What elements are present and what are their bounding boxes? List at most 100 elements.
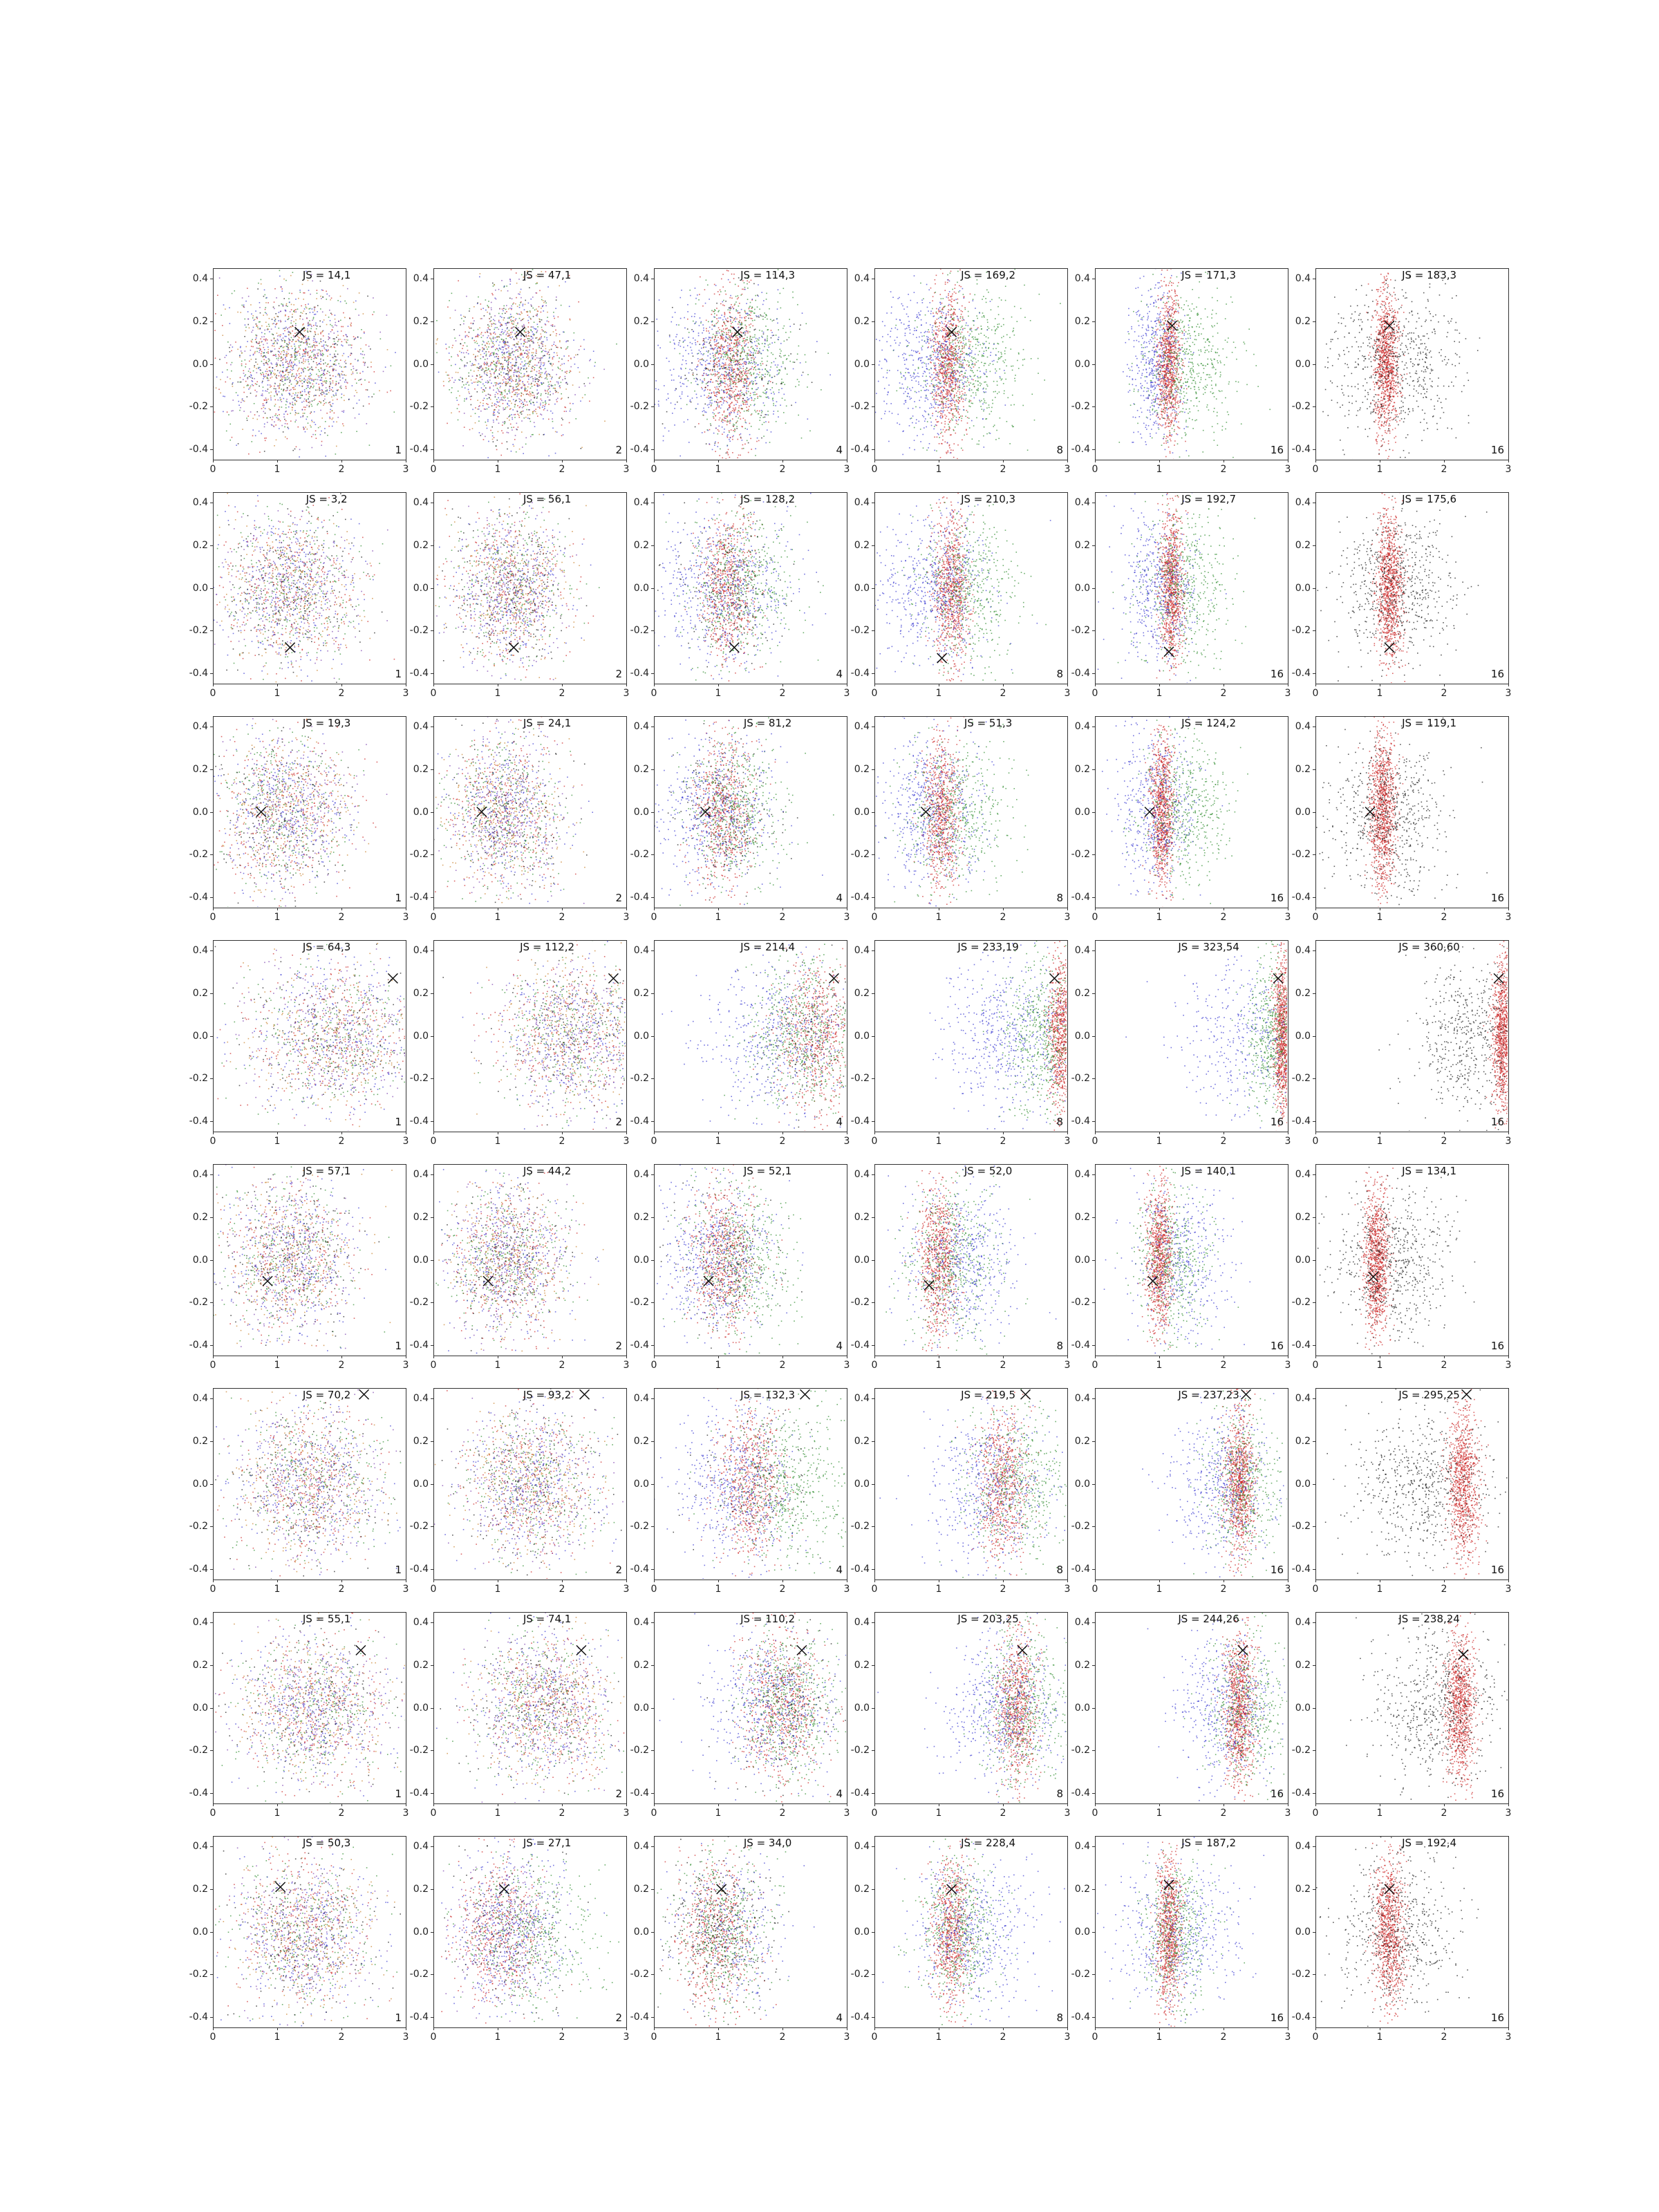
scatter-panel: JS = 56,1 2 -0.4 -0.2 0.0 0.2 0.4 0 1 2 3 <box>407 481 629 705</box>
panel-corner-label: 2 <box>615 2012 622 2024</box>
x-tick-label: 3 <box>1064 912 1071 923</box>
panel-corner-label: 8 <box>1056 1340 1063 1352</box>
scatter-panel: JS = 112,2 2 -0.4 -0.2 0.0 0.2 0.4 0 1 2 3 <box>407 929 629 1153</box>
x-tick-label: 1 <box>1156 912 1163 923</box>
scatter-canvas <box>848 257 1069 481</box>
x-tick-label: 0 <box>1091 688 1098 699</box>
panel-corner-label: 16 <box>1270 1564 1284 1576</box>
y-tick-label: 0.0 <box>1295 582 1311 594</box>
y-tick-label: 0.4 <box>633 1617 649 1629</box>
panel-corner-label: 1 <box>395 2012 402 2024</box>
y-tick-label: 0.4 <box>1074 1617 1090 1629</box>
panel-title: JS = 27,1 <box>523 1837 572 1849</box>
y-tick-label: -0.2 <box>850 1969 870 1980</box>
x-tick-label: 3 <box>623 1584 630 1595</box>
y-tick-label: 0.2 <box>1295 1883 1311 1895</box>
panel-corner-label: 8 <box>1056 892 1063 904</box>
scatter-panel: JS = 214,4 4 -0.4 -0.2 0.0 0.2 0.4 0 1 2 3 <box>628 929 850 1153</box>
y-tick-label: -0.2 <box>1071 1745 1090 1756</box>
x-tick-label: 1 <box>274 1360 281 1371</box>
panel-title: JS = 56,1 <box>523 493 572 505</box>
x-tick-label: 3 <box>1505 1808 1512 1819</box>
y-tick-label: -0.2 <box>409 1969 429 1980</box>
panel-title: JS = 128,2 <box>740 493 796 505</box>
x-tick-label: 0 <box>430 1136 437 1147</box>
x-tick-label: 1 <box>494 1136 501 1147</box>
x-tick-label: 0 <box>1091 1360 1098 1371</box>
panel-title: JS = 238,24 <box>1398 1613 1460 1625</box>
x-tick-label: 1 <box>1156 1136 1163 1147</box>
x-tick-label: 1 <box>935 464 942 475</box>
y-tick-label: 0.2 <box>192 1883 208 1895</box>
panel-corner-label: 4 <box>836 2012 843 2024</box>
y-tick-label: 0.2 <box>633 539 649 551</box>
y-tick-label: 0.4 <box>1074 1841 1090 1853</box>
x-tick-label: 1 <box>715 912 722 923</box>
panel-corner-label: 2 <box>615 892 622 904</box>
y-tick-label: 0.0 <box>633 582 649 594</box>
scatter-panel: JS = 132,3 4 -0.4 -0.2 0.0 0.2 0.4 0 1 2 3 <box>628 1377 850 1601</box>
y-tick-label: -0.4 <box>1291 1787 1311 1799</box>
scatter-panel: JS = 3,2 1 -0.4 -0.2 0.0 0.2 0.4 0 1 2 3 <box>187 481 409 705</box>
y-tick-label: 0.4 <box>633 1169 649 1181</box>
y-tick-label: 0.0 <box>633 1926 649 1938</box>
y-tick-label: 0.0 <box>633 806 649 818</box>
y-tick-label: 0.2 <box>1295 763 1311 775</box>
panel-title: JS = 203,25 <box>957 1613 1019 1625</box>
y-tick-label: 0.2 <box>192 539 208 551</box>
y-tick-label: -0.2 <box>850 1297 870 1309</box>
x-tick-label: 2 <box>779 2032 786 2043</box>
panel-title: JS = 132,3 <box>740 1389 796 1401</box>
y-tick-label: 0.2 <box>1074 1435 1090 1447</box>
y-tick-label: 0.0 <box>1074 1926 1090 1938</box>
y-tick-label: -0.4 <box>630 2011 649 2023</box>
x-tick-label: 0 <box>871 1808 878 1819</box>
y-tick-label: 0.4 <box>1295 721 1311 733</box>
y-tick-label: 0.0 <box>192 1478 208 1490</box>
scatter-panel: JS = 74,1 2 -0.4 -0.2 0.0 0.2 0.4 0 1 2 3 <box>407 1601 629 1825</box>
x-tick-label: 2 <box>1000 464 1006 475</box>
panel-title: JS = 244,26 <box>1178 1613 1239 1625</box>
y-tick-label: 0.4 <box>192 497 208 509</box>
panel-title: JS = 70,2 <box>302 1389 351 1401</box>
y-tick-label: -0.4 <box>189 2011 208 2023</box>
scatter-canvas <box>848 1601 1069 1825</box>
panel-title: JS = 134,1 <box>1402 1165 1457 1177</box>
y-tick-label: 0.2 <box>633 1211 649 1223</box>
x-tick-label: 3 <box>623 1136 630 1147</box>
x-tick-label: 1 <box>715 1136 722 1147</box>
y-tick-label: 0.4 <box>854 1393 870 1405</box>
scatter-panel: JS = 134,1 16 -0.4 -0.2 0.0 0.2 0.4 0 1 2 3 <box>1289 1153 1511 1377</box>
scatter-panel: JS = 244,26 16 -0.4 -0.2 0.0 0.2 0.4 0 1 2 3 <box>1069 1601 1291 1825</box>
y-tick-label: -0.4 <box>1071 891 1090 903</box>
x-tick-label: 2 <box>779 1136 786 1147</box>
y-tick-label: 0.4 <box>1295 1841 1311 1853</box>
x-tick-label: 2 <box>1220 1136 1227 1147</box>
x-tick-label: 1 <box>1376 1584 1383 1595</box>
panel-title: JS = 55,1 <box>302 1613 351 1625</box>
y-tick-label: -0.4 <box>1291 1563 1311 1575</box>
y-tick-label: -0.2 <box>850 625 870 637</box>
panel-title: JS = 74,1 <box>523 1613 572 1625</box>
scatter-canvas <box>187 705 407 929</box>
y-tick-label: -0.4 <box>189 1115 208 1127</box>
y-tick-label: 0.2 <box>192 987 208 999</box>
x-tick-label: 1 <box>935 1584 942 1595</box>
y-tick-label: 0.2 <box>413 1435 429 1447</box>
scatter-panel: JS = 128,2 4 -0.4 -0.2 0.0 0.2 0.4 0 1 2 3 <box>628 481 850 705</box>
y-tick-label: -0.4 <box>1071 2011 1090 2023</box>
panel-corner-label: 4 <box>836 1564 843 1576</box>
panel-title: JS = 214,4 <box>740 941 796 953</box>
x-tick-label: 0 <box>871 1584 878 1595</box>
panel-corner-label: 16 <box>1490 1340 1504 1352</box>
x-tick-label: 1 <box>935 688 942 699</box>
panel-corner-label: 2 <box>615 668 622 680</box>
y-tick-label: 0.2 <box>854 315 870 327</box>
y-tick-label: -0.2 <box>189 1073 208 1085</box>
y-tick-label: 0.2 <box>1295 1435 1311 1447</box>
x-tick-label: 0 <box>430 912 437 923</box>
y-tick-label: -0.2 <box>630 401 649 413</box>
x-tick-label: 3 <box>843 688 850 699</box>
y-tick-label: -0.4 <box>1071 1339 1090 1351</box>
panel-corner-label: 16 <box>1490 668 1504 680</box>
